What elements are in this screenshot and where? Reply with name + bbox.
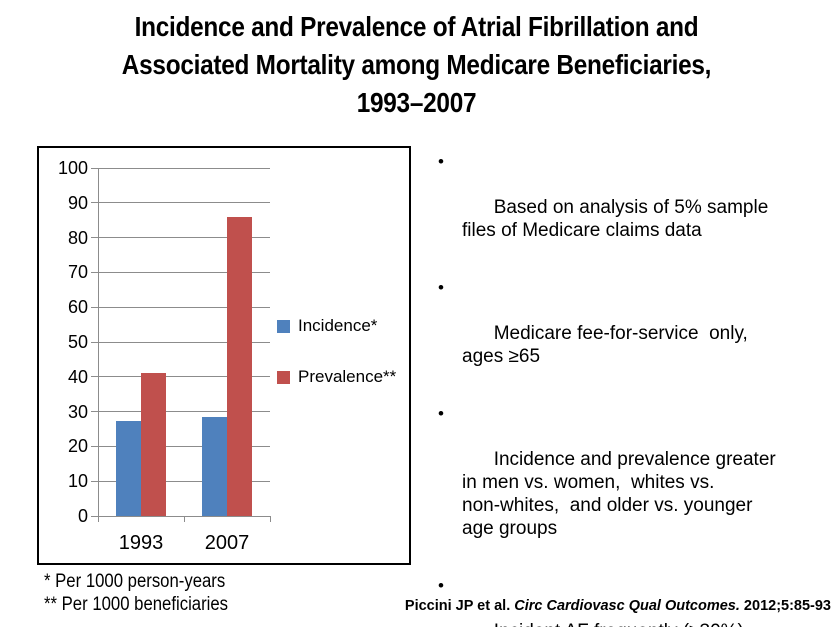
x-axis-category-label: 2007 — [204, 532, 250, 554]
y-axis-tick — [91, 515, 98, 517]
y-axis-tick-label: 80 — [67, 227, 88, 248]
bullet-item: • Incident AF frequently (≥30%) associat… — [432, 574, 830, 627]
legend-label-prevalence: Prevalence** — [298, 367, 397, 386]
y-axis-tick — [91, 341, 98, 343]
citation-journal: Circ Cardiovasc Qual Outcomes. — [514, 598, 740, 614]
y-axis-tick — [91, 167, 98, 169]
bullet-item: • Medicare fee-for-service only, ages ≥6… — [432, 276, 830, 391]
y-axis-tick — [91, 411, 98, 413]
bullet-icon: • — [438, 152, 444, 171]
y-axis-line — [97, 168, 99, 516]
bar-chart: 0 10 20 30 40 50 60 70 80 90 100 1993 2007 Incidence*… — [37, 146, 411, 565]
gridline — [98, 480, 270, 482]
bullet-text: Incidence and prevalence greater in men … — [462, 449, 776, 539]
bar-incidence-1993 — [116, 420, 141, 516]
footnotes: * Per 1000 person-years ** Per 1000 bene… — [44, 570, 228, 616]
gridline — [98, 237, 270, 239]
gridline — [98, 445, 270, 447]
y-axis-tick-label: 60 — [67, 297, 88, 318]
y-axis-tick — [91, 237, 98, 239]
y-axis-tick-label: 100 — [57, 158, 88, 178]
y-axis-tick — [91, 480, 98, 482]
y-axis-tick-label: 50 — [67, 332, 88, 352]
legend-swatch-incidence — [277, 320, 290, 333]
bar-incidence-2007 — [202, 417, 227, 516]
gridline — [98, 271, 270, 273]
y-axis-tick-label: 40 — [67, 366, 88, 387]
y-axis-tick-label: 20 — [67, 436, 88, 457]
bullet-text: Incident AF frequently (≥30%) associated… — [462, 621, 748, 627]
y-axis-tick — [91, 202, 98, 204]
x-axis-category-label: 1993 — [118, 532, 164, 554]
y-axis-tick-label: 70 — [67, 262, 88, 283]
x-axis-tick — [183, 516, 185, 522]
legend-swatch-prevalence — [277, 371, 290, 384]
y-axis-tick-label: 10 — [67, 471, 88, 492]
footnote-beneficiaries: ** Per 1000 beneficiaries — [44, 594, 229, 615]
gridline — [98, 167, 270, 169]
bar-prevalence-1993 — [141, 373, 166, 516]
gridline — [98, 202, 270, 204]
citation-volume: 2012;5:85-93 — [739, 598, 831, 614]
y-axis-tick-label: 30 — [67, 401, 88, 422]
bullet-list: • Based on analysis of 5% sample files o… — [432, 150, 830, 627]
bullet-text: Based on analysis of 5% sample files of … — [462, 197, 769, 241]
y-axis-tick — [91, 445, 98, 447]
bullet-item: • Based on analysis of 5% sample files o… — [432, 150, 830, 265]
x-axis-tick — [269, 516, 271, 522]
gridline — [98, 376, 270, 378]
slide-title: Incidence and Prevalence of Atrial Fibri… — [121, 11, 712, 118]
bullet-icon: • — [438, 278, 444, 297]
y-axis-tick — [91, 306, 98, 308]
x-axis-tick — [97, 516, 99, 522]
gridline — [98, 306, 270, 308]
y-axis-tick-label: 0 — [77, 506, 88, 526]
y-axis-tick-label: 90 — [67, 192, 88, 213]
gridline — [98, 411, 270, 413]
bullet-text: Medicare fee-for-service only, ages ≥65 — [462, 323, 748, 367]
bullet-icon: • — [438, 404, 444, 423]
bar-prevalence-2007 — [227, 216, 252, 516]
gridline — [98, 341, 270, 343]
bullet-icon: • — [438, 576, 444, 595]
y-axis-tick — [91, 376, 98, 378]
bullet-item: • Incidence and prevalence greater in me… — [432, 402, 830, 563]
y-axis-tick — [91, 271, 98, 273]
citation-authors: Piccini JP et al. — [404, 598, 515, 614]
citation: Piccini JP et al. Circ Cardiovasc Qual O… — [405, 598, 831, 614]
legend-label-incidence: Incidence* — [298, 316, 378, 335]
footnote-person-years: * Per 1000 person-years — [44, 571, 226, 592]
